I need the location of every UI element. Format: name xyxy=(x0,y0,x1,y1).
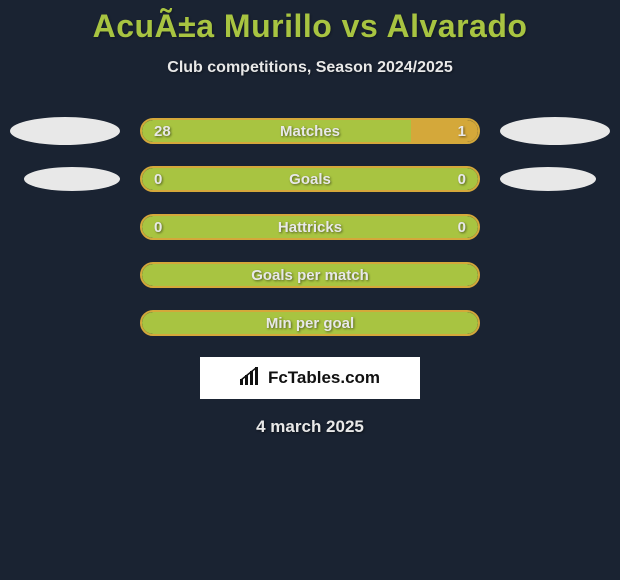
player-left-marker xyxy=(24,167,120,191)
brand-inner: FcTables.com xyxy=(240,367,380,390)
stat-value-right: 0 xyxy=(458,171,466,188)
page-subtitle: Club competitions, Season 2024/2025 xyxy=(0,59,620,77)
page-title: AcuÃ±a Murillo vs Alvarado xyxy=(0,8,620,45)
player-right-marker xyxy=(500,167,596,191)
chart-bars-icon xyxy=(240,367,262,390)
stat-bar-gpm: Goals per match xyxy=(140,262,480,288)
stat-bar-mpg: Min per goal xyxy=(140,310,480,336)
brand-box[interactable]: FcTables.com xyxy=(200,357,420,399)
bar-fill-left xyxy=(142,120,411,142)
stat-row-matches: 28 Matches 1 xyxy=(0,117,620,145)
date-label: 4 march 2025 xyxy=(0,417,620,437)
stat-value-left: 0 xyxy=(154,219,162,236)
stat-row-mpg: Min per goal xyxy=(0,309,620,337)
bar-fill-full xyxy=(142,264,478,286)
stat-value-right: 1 xyxy=(458,123,466,140)
stat-row-gpm: Goals per match xyxy=(0,261,620,289)
stat-value-left: 28 xyxy=(154,123,171,140)
stat-value-right: 0 xyxy=(458,219,466,236)
comparison-widget: AcuÃ±a Murillo vs Alvarado Club competit… xyxy=(0,0,620,437)
bar-fill-right xyxy=(411,120,478,142)
stat-row-goals: 0 Goals 0 xyxy=(0,165,620,193)
stat-row-hattricks: 0 Hattricks 0 xyxy=(0,213,620,241)
brand-text: FcTables.com xyxy=(268,368,380,388)
stat-bar-matches: 28 Matches 1 xyxy=(140,118,480,144)
stat-bar-hattricks: 0 Hattricks 0 xyxy=(140,214,480,240)
bar-fill-full xyxy=(142,312,478,334)
stat-value-left: 0 xyxy=(154,171,162,188)
stat-bar-goals: 0 Goals 0 xyxy=(140,166,480,192)
bar-fill-full xyxy=(142,216,478,238)
bar-fill-full xyxy=(142,168,478,190)
player-right-marker xyxy=(500,117,610,145)
player-left-marker xyxy=(10,117,120,145)
